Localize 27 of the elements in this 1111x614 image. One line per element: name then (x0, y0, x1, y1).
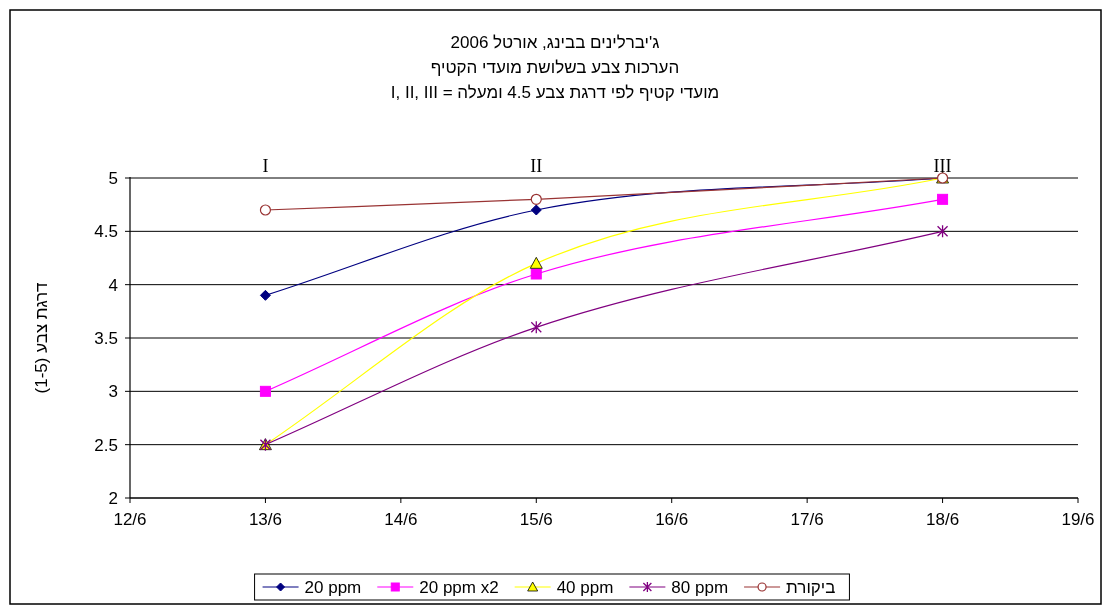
y-tick-label: 3 (108, 382, 118, 402)
legend-label: 80 ppm (671, 578, 729, 597)
legend-label: 20 ppm x2 (419, 578, 499, 597)
legend-label: 20 ppm (304, 578, 362, 597)
y-tick-label: 4.5 (94, 222, 118, 242)
x-tick-label: 14/6 (384, 510, 418, 529)
y-tick-label: 5 (108, 169, 118, 188)
subtitle: I, II, III = מועדי קטיף לפי דרגת צבע 4.5 ומעלה (390, 83, 720, 102)
y-tick-label: 2 (108, 489, 118, 508)
x-tick-label: 16/6 (655, 510, 689, 529)
x-tick-label: 18/6 (926, 510, 960, 529)
subtitle: הערכות צבע בשלושת מועדי הקטיף (430, 58, 680, 77)
x-tick-label: 12/6 (113, 510, 147, 529)
text: III (933, 156, 952, 176)
x-tick-label: 15/6 (519, 510, 553, 529)
legend-label: 40 ppm (556, 578, 614, 597)
legend-label: ביקורת (786, 578, 836, 597)
title: ג'יברלינים בבינג, אורטל 2006 (450, 33, 660, 52)
x-tick-label: 17/6 (790, 510, 824, 529)
text: II (530, 156, 543, 176)
x-tick-label: 13/6 (248, 510, 282, 529)
y-tick-label: 4 (108, 275, 118, 295)
text: I (262, 156, 269, 176)
y-tick-label: 2.5 (94, 435, 118, 455)
ylabel: דרגת צבע (1-5) (32, 282, 51, 394)
x-tick-label: 19/6 (1061, 510, 1095, 529)
y-tick-label: 3.5 (94, 329, 118, 348)
